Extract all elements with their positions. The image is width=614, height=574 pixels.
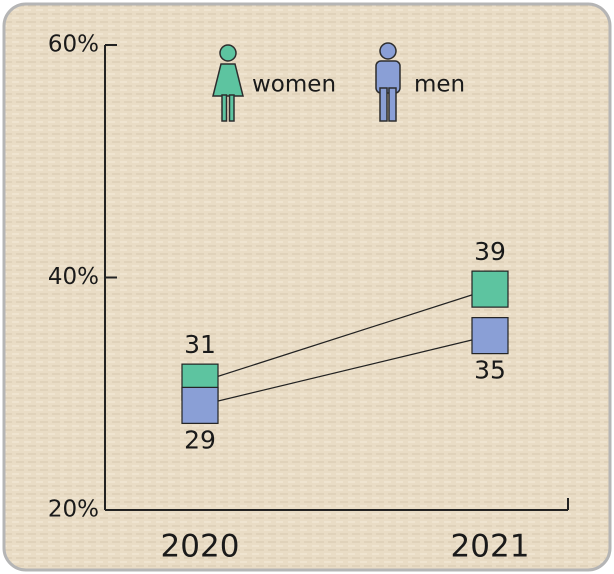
y-tick-label: 20%: [48, 497, 99, 523]
data-label: 29: [184, 425, 216, 454]
y-tick-label: 40%: [48, 264, 99, 290]
y-tick-label: 60%: [48, 32, 99, 58]
legend-label: women: [252, 72, 336, 98]
marker: [471, 317, 509, 355]
legend: women men: [212, 42, 465, 122]
connector-line: [199, 288, 491, 383]
marker: [471, 270, 509, 308]
data-label: 39: [474, 237, 506, 266]
marker: [181, 386, 219, 424]
x-tick-label: 2020: [161, 529, 240, 565]
legend-label: men: [414, 72, 465, 98]
data-label: 31: [184, 330, 216, 359]
connector-line: [199, 335, 491, 406]
x-tick-label: 2021: [451, 529, 530, 565]
legend-icon-women: [212, 44, 244, 122]
legend-icon-men: [375, 42, 401, 122]
data-label: 35: [474, 356, 506, 385]
